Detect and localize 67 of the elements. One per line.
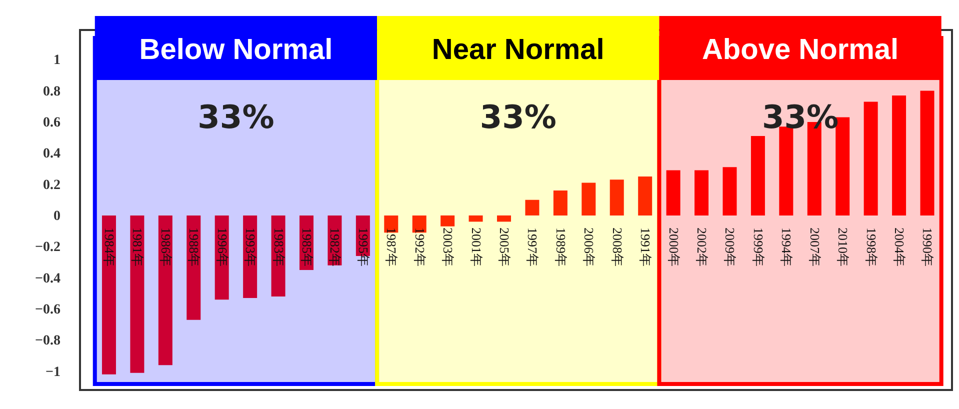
bar (920, 90, 934, 216)
x-tick-label: 1987年 (384, 227, 400, 266)
bar (666, 170, 680, 216)
bar (158, 215, 172, 366)
bar (892, 95, 906, 216)
x-tick-label: 1989年 (553, 227, 568, 266)
x-tick-label: 1998年 (864, 227, 879, 266)
bar (750, 136, 765, 216)
y-tick-label: −0.8 (35, 334, 60, 349)
bar (440, 215, 455, 226)
y-tick-label: −0.6 (35, 302, 60, 318)
bar (553, 190, 568, 216)
x-tick-label: 2008年 (610, 227, 625, 266)
x-tick-label: 1986年 (158, 227, 174, 266)
bar (722, 167, 737, 216)
x-tick-label: 1997年 (525, 227, 540, 266)
x-tick-label: 2005年 (497, 227, 512, 266)
x-tick-label: 1995年 (356, 227, 371, 266)
y-tick-label: −0.2 (35, 240, 60, 256)
x-tick-label: 2000年 (666, 227, 682, 266)
x-tick-label: 1983年 (271, 227, 286, 266)
annotation: 33% (762, 98, 839, 136)
bar (610, 180, 624, 216)
bar (497, 215, 512, 222)
bar (582, 182, 596, 216)
x-tick-label: 1996年 (214, 227, 230, 266)
annotation: 33% (198, 98, 274, 136)
bar (694, 170, 709, 216)
band-label: Near Normal (432, 34, 604, 66)
y-tick-label: 0 (54, 208, 60, 224)
x-tick-label: 2003年 (440, 227, 456, 266)
x-tick-label: 2006年 (582, 227, 597, 266)
band-label: Above Normal (702, 34, 899, 66)
x-tick-label: 1985年 (299, 227, 314, 266)
x-tick-label: 1982年 (328, 227, 343, 266)
x-tick-label: 2010年 (836, 227, 851, 266)
x-tick-label: 1990年 (920, 227, 936, 266)
y-tick-label: −1 (46, 364, 60, 380)
bar (638, 176, 652, 216)
band-label: Below Normal (139, 34, 333, 66)
bar (468, 215, 483, 222)
bar (102, 215, 116, 374)
y-tick-label: 0.2 (43, 178, 60, 193)
x-tick-label: 1988年 (186, 227, 202, 266)
y-tick-label: 0.4 (43, 146, 60, 162)
x-tick-label: 2002年 (694, 227, 710, 266)
x-tick-label: 1999年 (750, 227, 766, 266)
x-tick-label: 1994年 (779, 227, 794, 266)
x-tick-label: 1993年 (243, 227, 258, 266)
bar (779, 126, 794, 216)
x-tick-label: 1984年 (102, 227, 117, 266)
y-tick-label: −0.4 (35, 271, 60, 286)
x-tick-label: 2009年 (722, 227, 738, 266)
x-tick-label: 1992年 (412, 227, 428, 266)
y-tick-label: 0.8 (43, 84, 60, 100)
annotation: 33% (480, 98, 556, 136)
x-tick-label: 1981年 (130, 227, 146, 266)
x-tick-label: 2004年 (892, 227, 908, 266)
x-tick-label: 2007年 (807, 227, 822, 266)
bar (130, 215, 144, 373)
bar (864, 102, 878, 216)
bar (836, 117, 850, 216)
x-tick-label: 2001年 (468, 227, 484, 266)
y-tick-label: 0.6 (43, 115, 60, 130)
x-tick-label: 1991年 (638, 227, 654, 266)
bar (525, 200, 540, 216)
y-tick-label: 1 (54, 53, 60, 68)
